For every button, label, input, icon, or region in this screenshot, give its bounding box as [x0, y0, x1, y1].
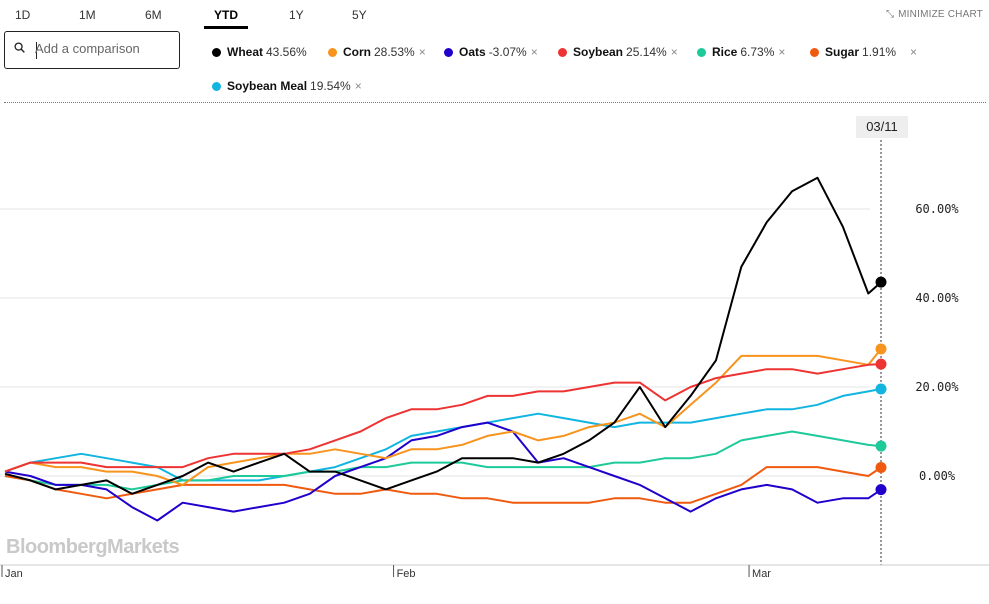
y-tick-label: 0.00% — [919, 469, 956, 483]
series-line-oats — [4, 421, 882, 522]
axis-layer: 0.00% 20.00% 40.00% 60.00% Jan Feb Mar — [0, 202, 989, 580]
legend-item-soybean-meal: Soybean Meal 19.54% × — [212, 79, 362, 93]
endpoint-oats — [875, 484, 887, 496]
legend-dot — [212, 48, 221, 57]
hover-date-badge: 03/11 — [856, 116, 908, 138]
comparison-search-input[interactable] — [35, 41, 175, 56]
tab-1m[interactable]: 1M — [79, 8, 96, 22]
tab-5y[interactable]: 5Y — [352, 8, 367, 22]
minimize-chart-button[interactable]: ⤡ MINIMIZE CHART — [886, 9, 983, 20]
grid-layer — [0, 208, 870, 477]
series-line-rice — [4, 430, 882, 491]
legend-item-rice: Rice 6.73% × — [697, 45, 785, 59]
remove-sugar-icon[interactable]: × — [910, 45, 918, 59]
remove-oats-icon[interactable]: × — [530, 45, 538, 59]
tab-ytd[interactable]: YTD — [214, 8, 238, 22]
series-line-wheat — [4, 176, 882, 495]
legend-item-sugar: Sugar 1.91% × — [810, 45, 917, 59]
endpoint-wheat — [875, 276, 887, 288]
search-icon — [14, 42, 25, 53]
x-tick-label: Jan — [5, 568, 23, 580]
watermark: BloombergMarkets — [6, 536, 180, 558]
x-tick-label: Feb — [397, 568, 416, 580]
series-line-sugar — [4, 466, 882, 504]
series-line-soybean — [4, 363, 882, 473]
endpoint-rice — [875, 440, 887, 452]
legend-dot — [444, 48, 453, 57]
endpoint-corn — [875, 343, 887, 355]
x-tick-label: Mar — [752, 568, 771, 580]
remove-soybean-icon[interactable]: × — [670, 45, 678, 59]
y-tick-label: 60.00% — [915, 202, 959, 216]
legend-dot — [212, 82, 221, 91]
legend-item-oats: Oats -3.07% × — [444, 45, 538, 59]
collapse-arrows-icon: ⤡ — [885, 9, 895, 20]
tab-1d[interactable]: 1D — [15, 8, 31, 22]
legend-dot — [558, 48, 567, 57]
endpoint-sugar — [875, 462, 887, 474]
legend-item-corn: Corn 28.53% × — [328, 45, 426, 59]
active-tab-indicator — [204, 26, 248, 29]
tab-6m[interactable]: 6M — [145, 8, 162, 22]
endpoint-soybean — [875, 358, 887, 370]
legend-item-soybean: Soybean 25.14% × — [558, 45, 678, 59]
legend-dot — [810, 48, 819, 57]
y-tick-label: 40.00% — [915, 291, 959, 305]
comparison-search[interactable] — [4, 31, 180, 69]
legend-dot — [328, 48, 337, 57]
remove-corn-icon[interactable]: × — [418, 45, 426, 59]
series-layer — [4, 176, 882, 522]
legend-item-wheat: Wheat 43.56% — [212, 45, 307, 59]
minimize-chart-label: MINIMIZE CHART — [898, 9, 983, 20]
remove-soybean-meal-icon[interactable]: × — [354, 79, 362, 93]
range-tabs: 1D 1M 6M YTD 1Y 5Y ⤡ MINIMIZE CHART — [0, 0, 989, 29]
endpoint-soybean-meal — [875, 383, 887, 395]
remove-rice-icon[interactable]: × — [778, 45, 786, 59]
series-line-corn — [4, 348, 882, 486]
y-tick-label: 20.00% — [915, 380, 959, 394]
header-separator — [4, 102, 986, 103]
endpoint-layer — [875, 276, 887, 496]
tab-1y[interactable]: 1Y — [289, 8, 304, 22]
legend-dot — [697, 48, 706, 57]
